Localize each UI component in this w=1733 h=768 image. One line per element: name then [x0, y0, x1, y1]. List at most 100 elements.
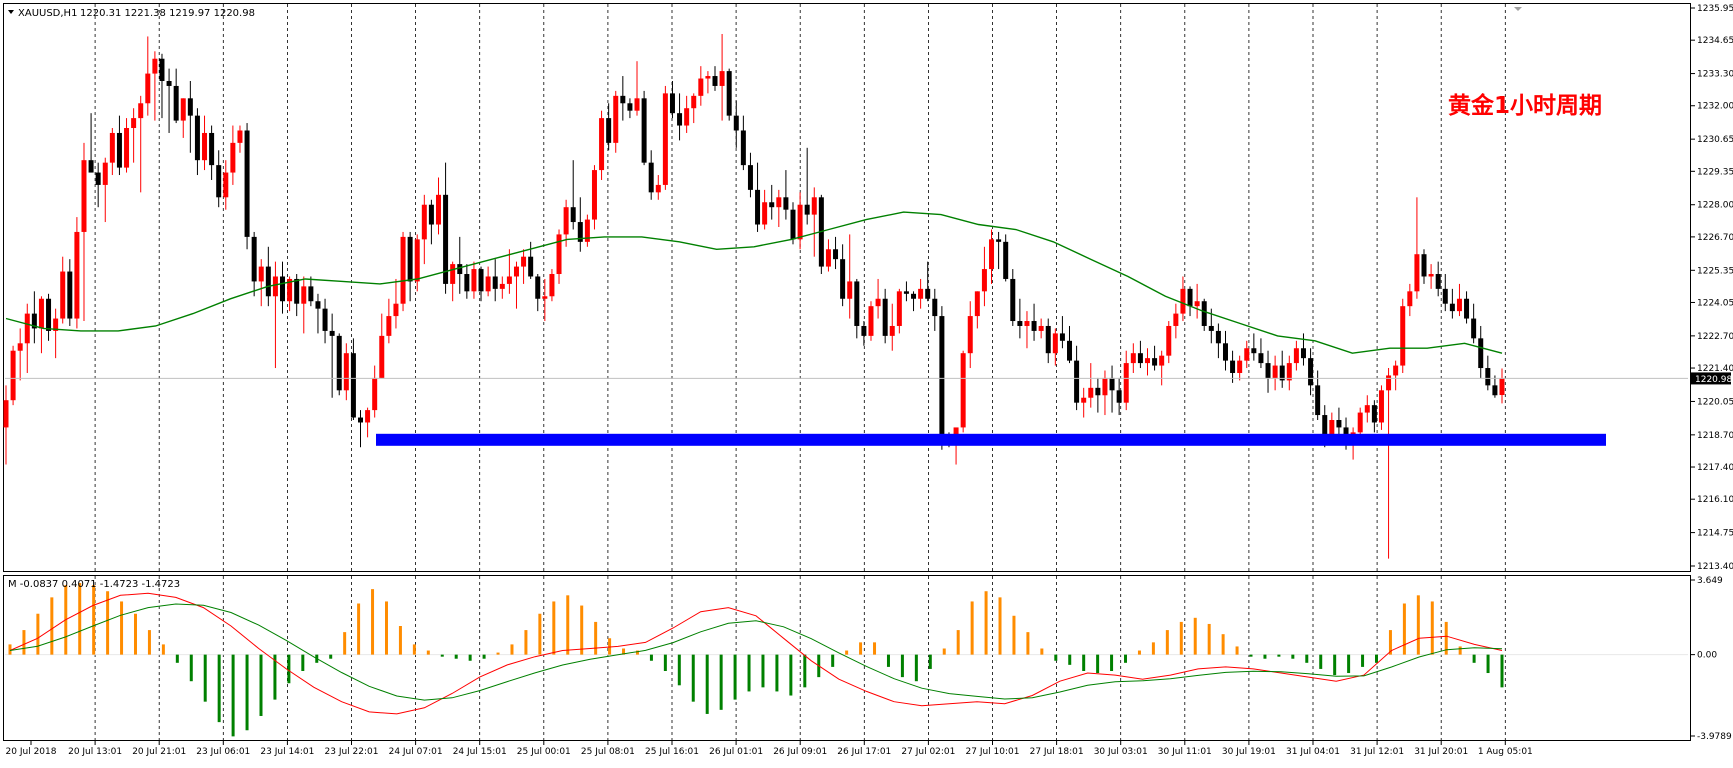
- candle-body: [1208, 325, 1214, 331]
- candle-body: [740, 130, 746, 166]
- candle: [308, 276, 314, 307]
- candle: [528, 241, 534, 279]
- candle: [1421, 249, 1427, 284]
- candle-body: [102, 162, 108, 185]
- candle: [591, 165, 597, 230]
- candle: [435, 177, 441, 235]
- candle: [1464, 291, 1470, 324]
- candle-body: [542, 296, 548, 299]
- candle: [1173, 303, 1179, 339]
- candle: [627, 98, 633, 119]
- candle: [265, 246, 271, 307]
- candle-body: [1251, 348, 1257, 354]
- candle-body: [216, 165, 222, 198]
- candle-body: [1230, 360, 1236, 373]
- candle: [960, 350, 966, 433]
- candle: [485, 266, 491, 297]
- candle: [450, 261, 456, 302]
- candle-body: [308, 286, 314, 302]
- candle-body: [790, 209, 796, 240]
- candle-body: [180, 98, 186, 121]
- y-tick-label: 1232.00: [1697, 102, 1733, 112]
- candle-body: [974, 291, 980, 317]
- candle: [237, 125, 243, 153]
- candle-body: [1038, 325, 1044, 331]
- candle-body: [1052, 333, 1058, 354]
- candle: [1492, 375, 1498, 398]
- candle: [38, 296, 44, 354]
- x-tick-label: 24 Jul 15:01: [453, 747, 507, 757]
- candle-body: [1272, 365, 1278, 378]
- candle-body: [31, 313, 37, 329]
- candle-body: [1471, 318, 1477, 339]
- y-tick-label: 1235.95: [1697, 4, 1733, 14]
- candle: [818, 194, 824, 275]
- dropdown-triangle-icon[interactable]: [8, 10, 14, 14]
- candle: [464, 264, 470, 299]
- candle: [471, 261, 477, 299]
- candle-body: [67, 271, 73, 319]
- ohlc-label: 1220.31 1221.38 1219.97 1220.98: [80, 8, 255, 19]
- candle: [1166, 321, 1172, 364]
- candle-body: [3, 400, 9, 428]
- candle-body: [194, 115, 200, 161]
- candle-body: [1144, 358, 1150, 364]
- x-tick-label: 26 Jul 17:01: [837, 747, 891, 757]
- chart-annotation: 黄金1小时周期: [1448, 93, 1603, 119]
- candle: [17, 328, 23, 381]
- candle: [1244, 340, 1250, 369]
- candle-body: [698, 78, 704, 96]
- candle: [407, 231, 413, 302]
- candle-body: [1322, 415, 1328, 438]
- candle: [1059, 316, 1065, 349]
- candle: [981, 246, 987, 307]
- current-price-value: 1220.98: [1695, 375, 1732, 385]
- candle-body: [301, 286, 307, 304]
- y-tick-label: 1213.40: [1697, 562, 1733, 572]
- candle-body: [280, 276, 286, 302]
- scroll-marker-icon[interactable]: [1514, 7, 1522, 11]
- candle-body: [443, 194, 449, 284]
- candle-body: [1215, 330, 1221, 344]
- candle: [1400, 298, 1406, 373]
- candle-body: [1017, 321, 1023, 326]
- candle: [187, 80, 193, 153]
- candle-body: [783, 197, 789, 210]
- candle: [918, 278, 924, 309]
- candle-body: [528, 256, 534, 277]
- candle: [1456, 283, 1462, 317]
- candle-body: [1300, 348, 1306, 359]
- candle-body: [287, 278, 293, 302]
- candle-body: [1123, 363, 1129, 403]
- candle: [889, 303, 895, 351]
- candle-body: [209, 132, 215, 166]
- candle-body: [138, 103, 144, 119]
- candle: [967, 301, 973, 369]
- candle: [1109, 365, 1115, 413]
- candle-body: [556, 234, 562, 275]
- x-tick-label: 1 Aug 05:01: [1478, 747, 1533, 757]
- candle: [372, 365, 378, 418]
- candle-body: [641, 98, 647, 163]
- candle: [1180, 276, 1186, 322]
- candle: [95, 162, 101, 208]
- candle-body: [513, 266, 519, 277]
- candle: [272, 261, 278, 369]
- candle-body: [478, 269, 484, 292]
- candle-body: [712, 76, 718, 86]
- candle: [861, 321, 867, 346]
- y-tick-label: 1230.65: [1697, 135, 1733, 145]
- candle-body: [421, 204, 427, 240]
- candle: [138, 95, 144, 193]
- candle-body: [854, 281, 860, 326]
- candle-body: [1485, 368, 1491, 386]
- candle: [145, 36, 151, 116]
- candle: [747, 152, 753, 198]
- candle: [1038, 318, 1044, 339]
- macd-panel[interactable]: [3, 575, 1691, 741]
- candle-body: [747, 165, 753, 190]
- candle: [655, 175, 661, 200]
- candle-body: [627, 103, 633, 111]
- candle: [549, 269, 555, 302]
- candle-body: [1371, 405, 1377, 423]
